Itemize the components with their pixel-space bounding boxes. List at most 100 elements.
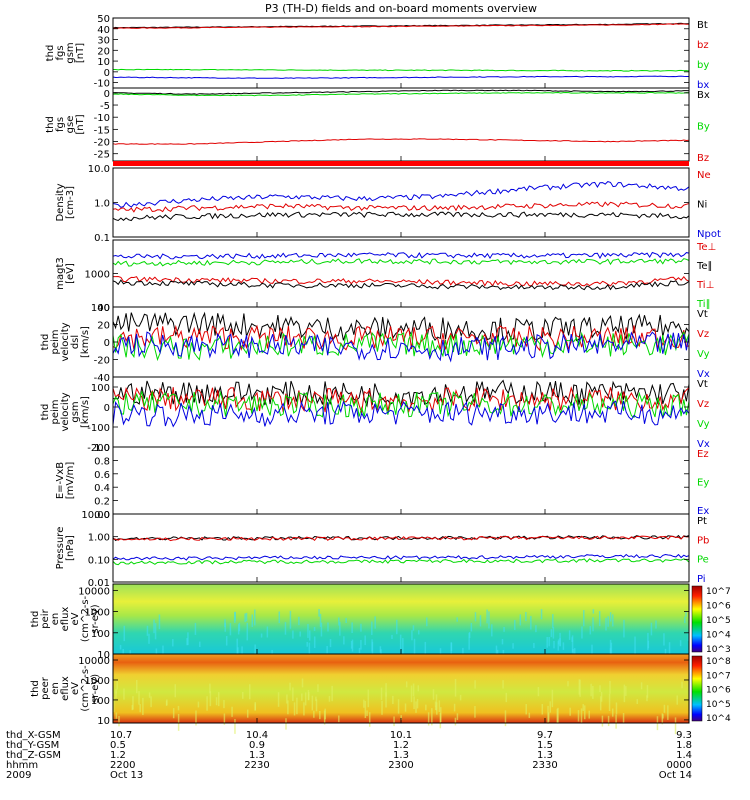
peer-texture bbox=[600, 691, 603, 702]
peer-texture bbox=[177, 705, 180, 711]
density-ytick-label: 1.0 bbox=[94, 199, 110, 210]
peer-texture bbox=[541, 704, 544, 715]
pressure-ylabel-line: Pressure bbox=[55, 527, 66, 570]
peir-texture bbox=[581, 626, 583, 639]
vel_dsl-series-Vy bbox=[112, 331, 690, 362]
peer-texture bbox=[289, 682, 291, 691]
peir-texture bbox=[612, 614, 614, 627]
peir-texture bbox=[650, 622, 653, 636]
peir-texture bbox=[360, 623, 362, 632]
fgs_gsm-series-bx bbox=[112, 75, 689, 79]
peer-texture bbox=[592, 685, 594, 699]
peer-texture bbox=[456, 713, 459, 721]
peer-texture bbox=[432, 689, 435, 700]
peer-colorbar-tick: 10^7 bbox=[706, 671, 731, 681]
efield-ytick-label: 0.8 bbox=[94, 456, 110, 467]
peir-texture bbox=[266, 626, 269, 638]
peir-texture bbox=[245, 612, 248, 622]
peir-ylabel-line: peir bbox=[40, 608, 51, 628]
peir-colorbar-scale bbox=[691, 585, 703, 653]
density-legend-Ne: Ne bbox=[697, 170, 711, 181]
peir-texture bbox=[417, 630, 420, 635]
temp-series-Te∥ bbox=[112, 279, 690, 291]
peer-panel: 10^8 10^7 10^6 10^5 10^4 10000 1000 100 10 thd pee… bbox=[30, 653, 731, 735]
density-ytick-label: 10.0 bbox=[88, 164, 110, 175]
density-series-Npot bbox=[112, 181, 690, 208]
fgs_gse-ytick-label: 0 bbox=[104, 89, 110, 100]
peir-texture bbox=[345, 617, 347, 624]
vel_gsm-legend-Vt: Vt bbox=[697, 379, 708, 390]
peer-texture bbox=[242, 691, 244, 699]
peir-texture bbox=[470, 622, 473, 632]
peir-texture bbox=[591, 644, 593, 657]
density-ylabel-line: [cm-3] bbox=[65, 186, 76, 219]
peer-spectrogram bbox=[113, 654, 689, 723]
peer-texture bbox=[246, 709, 249, 718]
peer-texture bbox=[286, 694, 288, 704]
peir-texture bbox=[123, 625, 126, 642]
peer-texture bbox=[317, 684, 319, 692]
peer-texture bbox=[410, 685, 413, 703]
chart-title: P3 (TH-D) fields and on-board moments ov… bbox=[265, 2, 537, 15]
peer-texture bbox=[415, 701, 417, 713]
vel_gsm-ytick-label: 100 bbox=[91, 383, 110, 394]
peir-texture bbox=[154, 623, 157, 640]
peer-colorbar-tick: 10^6 bbox=[706, 686, 731, 696]
peir-texture bbox=[241, 646, 243, 657]
peir-texture bbox=[559, 632, 561, 646]
temp-panel: 1000 100 magt3 [eV] Te⊥ Te∥ Ti⊥ Ti∥ bbox=[55, 239, 716, 314]
peer-texture bbox=[453, 703, 456, 712]
efield-ytick-label: 0.6 bbox=[94, 470, 110, 481]
peir-texture bbox=[313, 626, 316, 631]
peir-texture bbox=[607, 616, 609, 627]
peir-texture bbox=[299, 631, 301, 637]
fgs_gse-frame bbox=[112, 87, 690, 162]
peer-texture bbox=[132, 696, 134, 710]
vel_dsl-ylabel-line: peim bbox=[50, 329, 61, 354]
fgs_gse-legend-Bz: Bz bbox=[697, 153, 709, 164]
peer-texture bbox=[416, 698, 419, 709]
temp-ylabel-line: [eV] bbox=[65, 263, 76, 284]
peer-texture bbox=[590, 683, 592, 697]
peer-texture bbox=[206, 696, 208, 711]
pressure-frame bbox=[112, 513, 690, 583]
peer-texture bbox=[174, 684, 177, 698]
x-tick-y: 0.5 bbox=[110, 740, 126, 751]
peir-ytick-label: 10000 bbox=[78, 586, 110, 597]
peer-texture bbox=[599, 685, 601, 693]
peir-texture bbox=[568, 630, 571, 640]
vel_dsl-panel: 40 20 0 -20 -40 thd peim velocity dsl [km/s] Vt Vz V… bbox=[40, 303, 710, 384]
peir-texture bbox=[589, 626, 592, 635]
peir-texture bbox=[350, 641, 353, 649]
peer-texture bbox=[142, 697, 144, 716]
peir-texture bbox=[479, 615, 482, 627]
peir-texture bbox=[260, 633, 263, 638]
density-ylabel-line: Density bbox=[55, 183, 66, 221]
x-tick-z: 1.3 bbox=[537, 750, 553, 761]
peir-texture bbox=[146, 625, 149, 636]
peer-texture bbox=[307, 692, 310, 701]
peir-texture bbox=[512, 643, 514, 649]
peir-texture bbox=[306, 641, 308, 647]
fgs_gse-series-By bbox=[112, 91, 690, 97]
peer-texture bbox=[248, 684, 251, 700]
temp-legend-Te∥: Te∥ bbox=[696, 261, 713, 272]
peir-texture bbox=[339, 621, 341, 636]
pressure-series-Pe bbox=[112, 558, 690, 566]
peer-texture bbox=[287, 700, 289, 715]
peer-texture bbox=[115, 691, 117, 699]
fgs_gse-ylabel: thd fgs gse [nT] bbox=[45, 114, 86, 134]
efield-ylabel-line: E=-VxB bbox=[55, 462, 66, 499]
peer-ylabel: thd peer en eflux eV (cm^2-s-sr-eV) bbox=[30, 665, 101, 712]
peir-texture bbox=[358, 647, 361, 654]
peer-ytick-label: 10000 bbox=[78, 656, 110, 667]
x-tick-y: 1.8 bbox=[676, 740, 692, 751]
peer-texture bbox=[681, 681, 683, 689]
vel_dsl-legend-Vt: Vt bbox=[697, 309, 708, 320]
peer-ylabel-line: en bbox=[50, 682, 61, 695]
peir-texture bbox=[552, 614, 554, 628]
peer-texture bbox=[303, 702, 305, 716]
peer-ylabel-line: thd bbox=[30, 680, 41, 697]
vel_gsm-legend-Vy: Vy bbox=[697, 419, 710, 430]
